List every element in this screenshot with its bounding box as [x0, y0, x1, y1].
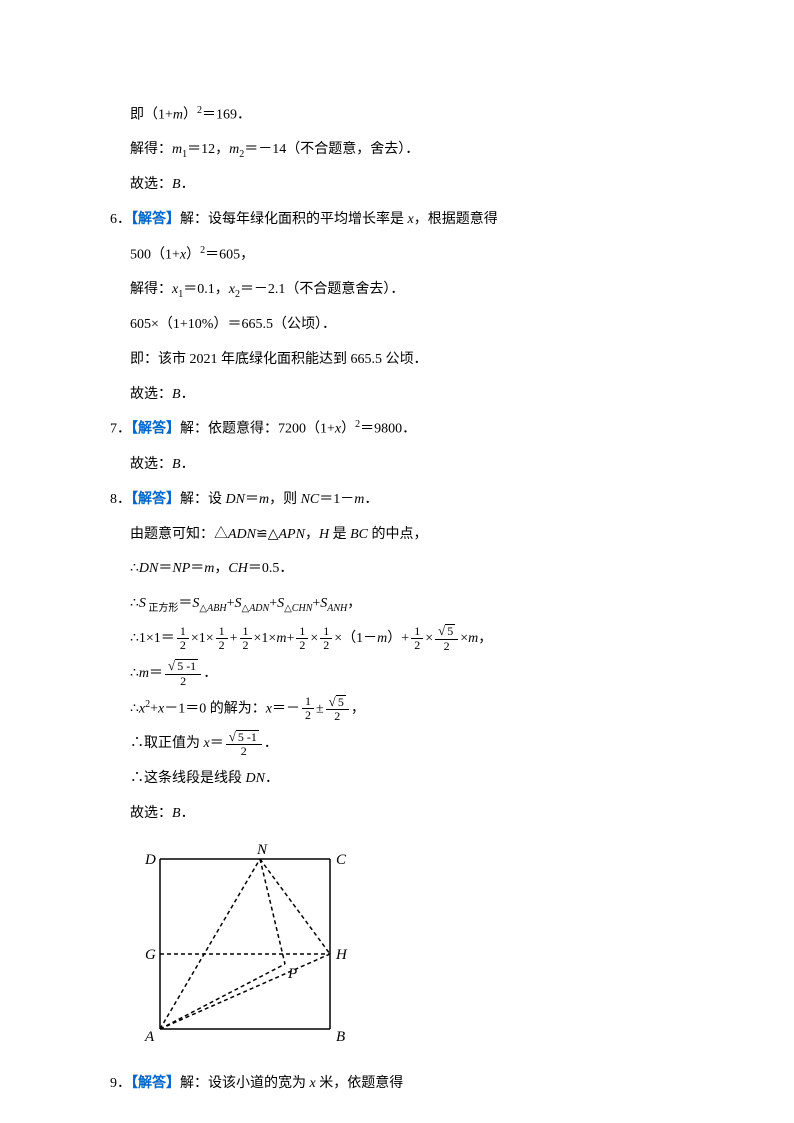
q7-header: 7．【解答】解：依题意得：7200（1+x）2＝9800．	[110, 414, 684, 445]
svg-text:D: D	[144, 852, 156, 868]
q6-header: 6．【解答】解：设每年绿化面积的平均增长率是 x，根据题意得	[110, 205, 684, 236]
geometry-diagram: D N C G H P A B	[130, 839, 370, 1059]
line-solve1: 解得：m1＝12，m2＝－14（不合题意，舍去）．	[110, 135, 684, 166]
q8-l5: ∴m＝5 -12．	[110, 659, 684, 690]
q6-eq: 500（1+x）2＝605，	[110, 240, 684, 271]
q8-l4: ∴1×1＝12×1×12+12×1×m+12×12×（1－m）+12×52×m，	[110, 624, 684, 655]
q6-calc: 605×（1+10%）＝665.5（公顷）．	[110, 310, 684, 341]
q6-ans: 故选：B．	[110, 380, 684, 411]
answer-tag: 【解答】	[131, 212, 180, 227]
q8-header: 8．【解答】解：设 DN＝m，则 NC＝1－m．	[110, 485, 684, 516]
svg-text:C: C	[336, 852, 347, 868]
svg-text:P: P	[287, 966, 297, 982]
q8-l8: ∴这条线段是线段 DN．	[110, 764, 684, 795]
svg-text:N: N	[256, 842, 268, 858]
q7-ans: 故选：B．	[110, 450, 684, 481]
q8-l6: ∴x2+x－1＝0 的解为：x＝－12±52，	[110, 694, 684, 725]
answer-tag: 【解答】	[131, 492, 180, 507]
q8-l3: ∴S 正方形＝S△ABH+S△ADN+S△CHN+SANH，	[110, 589, 684, 620]
q6-result: 即：该市 2021 年底绿化面积能达到 665.5 公顷．	[110, 345, 684, 376]
svg-text:H: H	[335, 947, 348, 963]
svg-text:G: G	[145, 947, 156, 963]
line-eq1: 即（1+m）2＝169．	[110, 100, 684, 131]
line-ans1: 故选：B．	[110, 170, 684, 201]
q9-header: 9．【解答】解：设该小道的宽为 x 米，依题意得	[110, 1069, 684, 1100]
answer-tag: 【解答】	[131, 422, 180, 437]
q8-l2: ∴DN＝NP＝m，CH＝0.5．	[110, 554, 684, 585]
answer-tag: 【解答】	[131, 1076, 180, 1091]
svg-text:A: A	[144, 1029, 155, 1045]
q8-ans: 故选：B．	[110, 799, 684, 830]
q8-l1: 由题意可知：△ADN≌△APN，H 是 BC 的中点，	[110, 520, 684, 551]
q6-solve: 解得：x1＝0.1，x2＝－2.1（不合题意舍去）．	[110, 275, 684, 306]
frac-half: 12	[177, 625, 189, 652]
q8-l7: ∴取正值为 x＝5 -12．	[110, 729, 684, 760]
svg-text:B: B	[336, 1029, 345, 1045]
